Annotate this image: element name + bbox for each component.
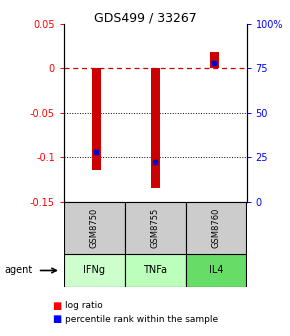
Text: GSM8755: GSM8755 [151, 208, 160, 248]
Bar [92, 68, 101, 170]
Text: IFNg: IFNg [83, 265, 105, 276]
Text: ■: ■ [52, 301, 61, 311]
Text: GSM8760: GSM8760 [211, 207, 221, 248]
Text: agent: agent [4, 265, 32, 276]
Bar [186, 202, 246, 254]
Bar [64, 202, 125, 254]
Bar [210, 52, 218, 68]
Text: percentile rank within the sample: percentile rank within the sample [65, 315, 218, 324]
Bar [125, 202, 186, 254]
Text: ■: ■ [52, 314, 61, 324]
Text: TNFa: TNFa [143, 265, 167, 276]
Text: log ratio: log ratio [65, 301, 103, 310]
Bar [125, 254, 186, 287]
Bar [151, 68, 160, 188]
Text: GSM8750: GSM8750 [90, 208, 99, 248]
Text: IL4: IL4 [209, 265, 223, 276]
Bar [186, 254, 246, 287]
Text: GDS499 / 33267: GDS499 / 33267 [94, 12, 196, 25]
Bar [64, 254, 125, 287]
